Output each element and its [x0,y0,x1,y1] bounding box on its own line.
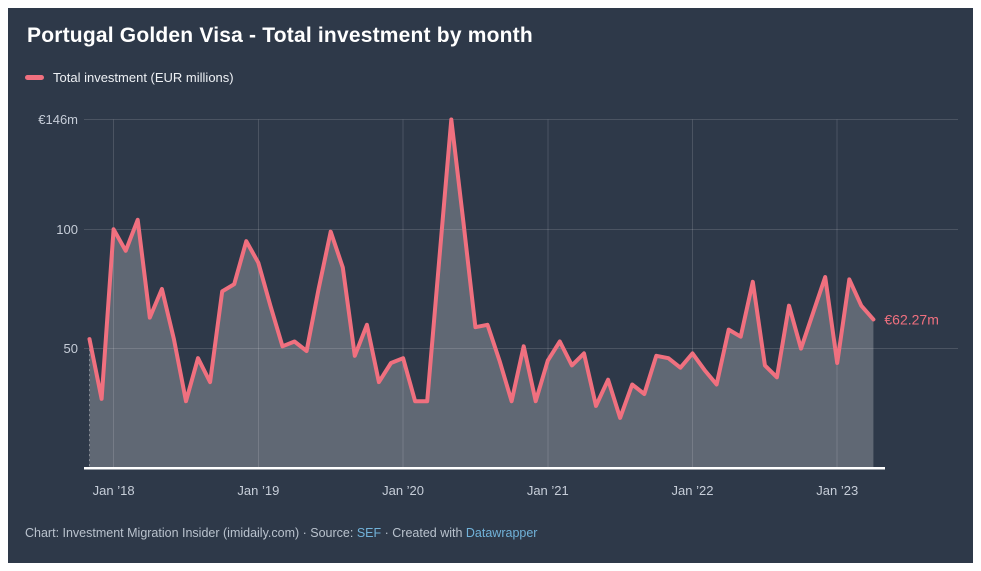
datawrapper-link[interactable]: Datawrapper [465,526,538,540]
x-axis-tick-label: Jan ’23 [816,483,858,498]
x-axis-tick-label: Jan ’19 [237,483,279,498]
x-axis-tick-label: Jan ’20 [382,483,424,498]
x-axis-tick-label: Jan ’22 [672,483,714,498]
legend: Total investment (EUR millions) [25,70,234,85]
source-link[interactable]: SEF [356,526,382,540]
y-axis-tick-label: 100 [56,222,78,237]
series-line [87,117,876,420]
y-axis-tick-label: 50 [64,341,78,356]
y-axis-tick-label: €146m [38,112,78,127]
x-axis-tick-label: Jan ’18 [93,483,135,498]
chart-title: Portugal Golden Visa - Total investment … [27,24,533,47]
legend-line-swatch-icon [25,75,44,80]
x-axis-tick-label: Jan ’21 [527,483,569,498]
footer-created-with-text: · Created with [381,526,466,540]
series-end-value-label: €62.27m [884,311,938,327]
chart-card: €146m 100 50 Jan ’18 Jan ’19 Jan ’20 Jan ’21 Ja… [8,8,973,563]
chart-footer: Chart: Investment Migration Insider (imi… [25,526,537,540]
legend-label: Total investment (EUR millions) [53,70,234,85]
series-area [89,119,874,468]
footer-attribution-text: Chart: Investment Migration Insider (imi… [25,526,357,540]
chart-plot-area: €146m 100 50 Jan ’18 Jan ’19 Jan ’20 Jan ’21 Ja… [38,112,958,498]
